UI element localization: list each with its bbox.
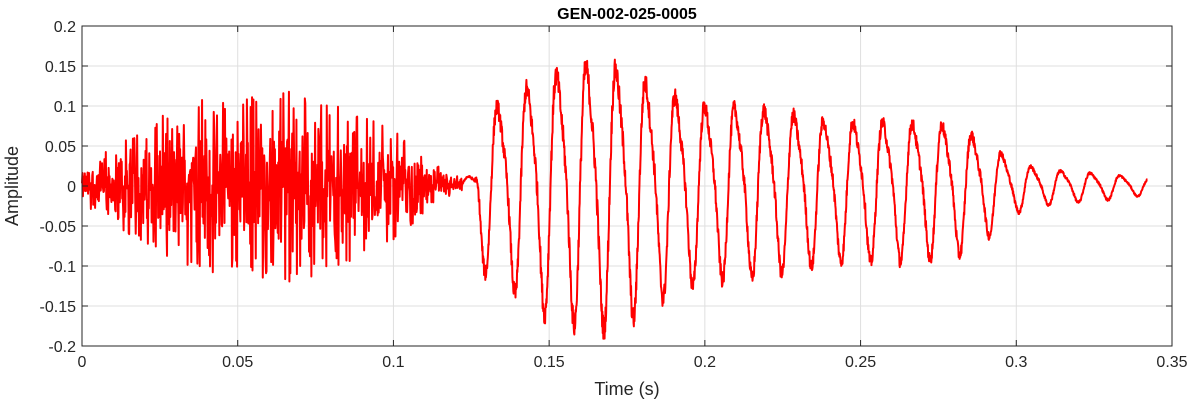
x-tick-label: 0.25 xyxy=(845,354,876,371)
y-tick-labels: -0.2 -0.15 -0.1 -0.05 0 0.05 0.1 0.15 0.2 xyxy=(40,19,77,356)
chart-title: GEN-002-025-0005 xyxy=(557,6,697,23)
series-layer xyxy=(81,58,1148,340)
x-tick-label: 0.05 xyxy=(222,354,253,371)
x-tick-label: 0.2 xyxy=(694,354,716,371)
x-tick-labels: 0 0.05 0.1 0.15 0.2 0.25 0.3 0.35 xyxy=(78,354,1188,371)
y-tick-label: 0 xyxy=(67,179,76,196)
x-tick-label: 0.15 xyxy=(534,354,565,371)
y-tick-label: -0.2 xyxy=(48,339,76,356)
x-tick-label: 0.35 xyxy=(1156,354,1187,371)
y-axis-title: Amplitude xyxy=(2,146,22,226)
x-tick-label: 0.3 xyxy=(1005,354,1027,371)
signal-line xyxy=(81,58,1148,340)
y-tick-label: 0.05 xyxy=(45,139,76,156)
y-tick-label: 0.15 xyxy=(45,59,76,76)
y-tick-label: -0.15 xyxy=(40,299,77,316)
y-tick-label: -0.05 xyxy=(40,219,77,236)
x-tick-label: 0 xyxy=(78,354,87,371)
y-tick-label: -0.1 xyxy=(48,259,76,276)
y-tick-label: 0.2 xyxy=(54,19,76,36)
y-tick-label: 0.1 xyxy=(54,99,76,116)
x-axis-title: Time (s) xyxy=(594,379,659,399)
x-tick-label: 0.1 xyxy=(382,354,404,371)
axis-ticks xyxy=(81,25,1173,347)
